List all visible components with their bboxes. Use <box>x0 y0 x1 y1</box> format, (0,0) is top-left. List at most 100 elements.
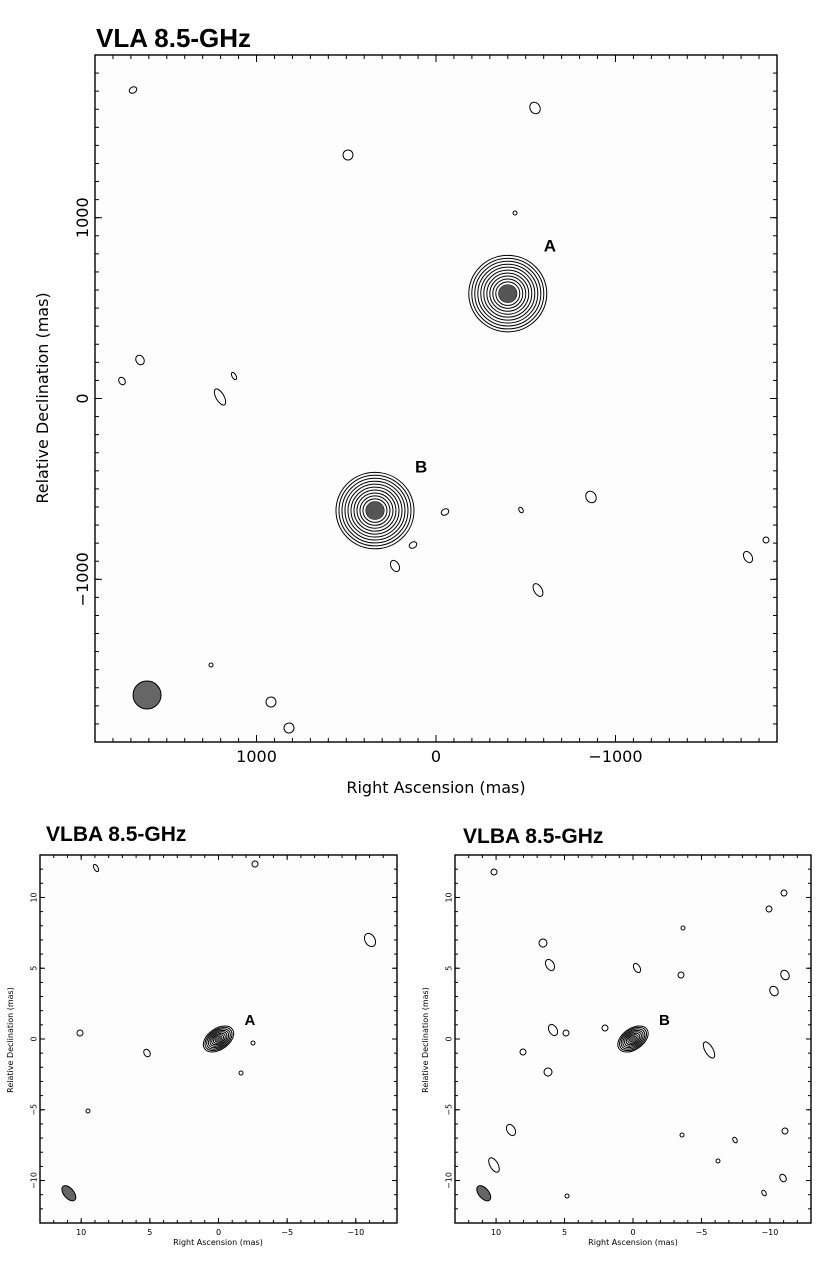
contour-ring <box>362 498 388 523</box>
x-tick-label: −5 <box>281 1228 293 1237</box>
beam-ellipse <box>476 1185 492 1202</box>
y-tick-label: −5 <box>444 1104 453 1116</box>
vlba-b-x-axis-label: Right Ascension (mas) <box>588 1238 678 1247</box>
noise-contour <box>742 550 754 564</box>
vlba-a-plot-area: 10 5 0 −5 −10 10 5 0 −5 −10 A <box>29 854 398 1237</box>
noise-contour <box>761 1189 767 1197</box>
vlba-b-y-axis-label: Relative Declination (mas) <box>421 987 430 1093</box>
noise-contour <box>780 969 790 981</box>
source-B: B <box>335 458 427 550</box>
noise-contour <box>564 1193 570 1199</box>
noise-contour <box>532 583 544 597</box>
contour-ring <box>335 471 415 550</box>
source-A: A <box>202 1012 256 1053</box>
vlba-b-panel-title: VLBA 8.5-GHz <box>463 825 603 848</box>
contour-ring <box>624 1031 642 1047</box>
contour-ring <box>474 260 542 327</box>
beam-ellipse <box>61 1185 77 1202</box>
y-tick-label: −10 <box>444 1172 453 1189</box>
noise-contour <box>679 1132 685 1138</box>
contour-ring <box>483 269 533 318</box>
noise-contour <box>208 662 214 668</box>
noise-contour <box>283 722 295 734</box>
noise-contour <box>585 490 597 504</box>
noise-contour <box>76 1029 84 1037</box>
peak-core <box>498 284 517 303</box>
contour-ring <box>344 480 406 541</box>
noise-contour <box>762 536 770 544</box>
noise-contour <box>238 1070 244 1076</box>
contour-ring <box>209 1031 228 1047</box>
noise-contour <box>512 210 518 216</box>
contour-ring <box>468 254 548 333</box>
noise-contour <box>544 958 556 972</box>
source-label: A <box>245 1012 256 1029</box>
noise-contour <box>543 1067 553 1077</box>
vlba-a-x-axis-label: Right Ascension (mas) <box>173 1238 263 1247</box>
contour-ring <box>619 1026 647 1052</box>
beam-ellipse <box>132 680 162 710</box>
noise-contour <box>519 1048 527 1056</box>
x-tick-label: 5 <box>147 1228 152 1237</box>
noise-contour <box>143 1048 151 1058</box>
vlba-a-y-axis-label: Relative Declination (mas) <box>6 987 15 1093</box>
contour-ring <box>347 483 403 538</box>
noise-contour <box>389 559 401 573</box>
x-tick-label: −5 <box>696 1228 708 1237</box>
x-tick-label: 0 <box>216 1228 221 1237</box>
y-tick-label: 5 <box>444 966 453 971</box>
y-tick-label: −10 <box>29 1172 38 1189</box>
peak-core <box>215 1036 222 1042</box>
noise-contour <box>265 696 277 708</box>
contour-ring <box>202 1025 235 1053</box>
contour-ring <box>620 1028 646 1050</box>
x-tick-label: 0 <box>431 747 441 766</box>
source-B: B <box>617 1012 670 1053</box>
contour-ring <box>359 495 391 526</box>
x-tick-label: 5 <box>562 1228 567 1237</box>
noise-contour <box>715 1158 721 1164</box>
x-tick-label: −10 <box>761 1228 778 1237</box>
noise-contour <box>505 1123 517 1137</box>
noise-contour <box>342 149 354 161</box>
noise-contour <box>251 860 259 868</box>
contour-ring <box>350 486 400 535</box>
vlba-a-panel-title: VLBA 8.5-GHz <box>46 823 186 846</box>
contour-ring <box>625 1032 641 1046</box>
source-label: A <box>544 237 556 256</box>
noise-contour <box>128 86 138 94</box>
source-label: B <box>415 458 427 477</box>
x-tick-label: 10 <box>76 1228 86 1237</box>
source-A: A <box>468 237 556 333</box>
x-tick-label: −1000 <box>588 747 642 766</box>
noise-contour <box>518 506 524 514</box>
contour-ring <box>477 263 539 324</box>
noise-contour <box>538 938 548 948</box>
vla-y-axis-label: Relative Declination (mas) <box>33 292 52 503</box>
noise-contour <box>488 1157 500 1173</box>
contour-ring <box>204 1026 233 1052</box>
contour-ring <box>212 1034 225 1044</box>
contour-ring <box>617 1025 649 1053</box>
noise-contour <box>230 371 238 381</box>
y-tick-label: 10 <box>29 892 38 902</box>
contour-ring <box>341 477 409 544</box>
noise-contour <box>781 1127 789 1135</box>
contour-ring <box>211 1032 226 1046</box>
noise-contour <box>680 925 686 931</box>
y-tick-label: 10 <box>444 892 453 902</box>
noise-contour <box>213 388 227 406</box>
noise-contour <box>408 541 418 549</box>
x-tick-label: 0 <box>630 1228 635 1237</box>
noise-contour <box>562 1029 570 1037</box>
noise-contour <box>779 1173 787 1183</box>
vla-plot-frame <box>94 54 778 743</box>
noise-contour <box>769 985 779 997</box>
y-tick-label: −5 <box>29 1104 38 1116</box>
noise-contour <box>732 1136 738 1144</box>
noise-contour <box>529 101 541 115</box>
contour-ring <box>353 489 397 532</box>
y-tick-label: −1000 <box>73 552 92 606</box>
noise-contour <box>440 508 450 516</box>
y-tick-label: 0 <box>444 1036 453 1041</box>
